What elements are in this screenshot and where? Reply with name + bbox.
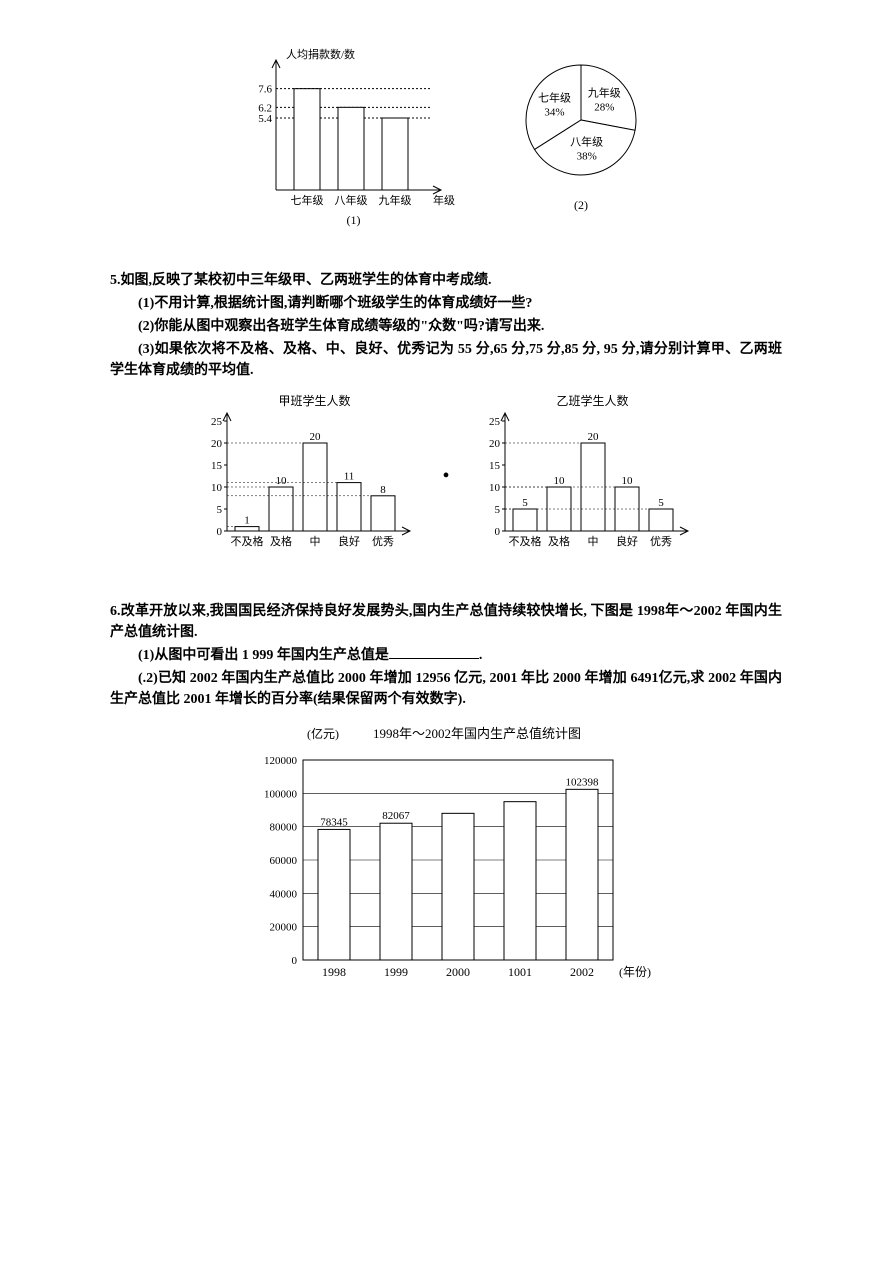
svg-text:20: 20 [211,438,223,450]
svg-text:25: 25 [489,416,501,428]
q5-p2: (2)你能从图中观察出各班学生体育成绩等级的"众数"吗?请写出来. [110,316,782,337]
svg-text:10: 10 [621,475,633,487]
q5-p3: (3)如果依次将不及格、及格、中、良好、优秀记为 55 分,65 分,75 分,… [110,339,782,381]
svg-text:及格: 及格 [270,534,292,548]
donation-figure-row: 5.46.27.6七年级八年级九年级人均捐款数/数年级(1) 七年级34%九年级… [110,40,782,240]
svg-text:102398: 102398 [566,776,600,788]
svg-text:1998: 1998 [322,965,346,979]
svg-text:(年份): (年份) [619,965,651,979]
q6-p2: (.2)已知 2002 年国内生产总值比 2000 年增加 12956 亿元, … [110,668,782,710]
q6-blank [389,645,479,659]
svg-text:80000: 80000 [270,822,298,834]
svg-text:1998年～2002年国内生产总值统计图: 1998年～2002年国内生产总值统计图 [373,726,581,741]
svg-text:八年级: 八年级 [335,193,368,207]
svg-text:九年级: 九年级 [588,86,621,100]
svg-text:乙班学生人数: 乙班学生人数 [556,393,628,408]
svg-text:20000: 20000 [270,922,298,934]
svg-text:8: 8 [381,484,387,496]
svg-text:20: 20 [489,438,501,450]
svg-text:不及格: 不及格 [508,534,541,548]
svg-text:5: 5 [217,504,223,516]
svg-text:5: 5 [658,497,664,509]
svg-text:25: 25 [211,416,223,428]
svg-text:2002: 2002 [570,965,594,979]
class-jia-chart: 甲班学生人数 0 5 10 15 20 25 1 不及格 10 及格 20 中 11 良好 8 优秀 [192,391,422,561]
class-yi-chart: 乙班学生人数 0 5 10 15 20 25 5 不及格 10 及格 20 中 10 良好 5 优秀 [470,391,700,561]
svg-text:2000: 2000 [446,965,470,979]
svg-text:1: 1 [245,515,251,527]
svg-text:60000: 60000 [270,855,298,867]
svg-text:良好: 良好 [616,534,638,548]
svg-text:优秀: 优秀 [372,535,394,548]
svg-text:120000: 120000 [264,755,298,767]
svg-text:优秀: 优秀 [650,535,672,548]
svg-text:7.6: 7.6 [258,84,272,96]
svg-text:(1): (1) [347,213,361,227]
q5-head: 5.如图,反映了某校初中三年级甲、乙两班学生的体育中考成绩. [110,270,782,291]
svg-text:(2): (2) [574,198,588,212]
svg-text:5: 5 [522,497,528,509]
svg-text:15: 15 [211,460,223,472]
svg-text:10: 10 [211,482,223,494]
question-6: 6.改革开放以来,我国国民经济保持良好发展势头,国内生产总值持续较快增长, 下图… [110,601,782,710]
svg-text:良好: 良好 [338,534,360,548]
svg-text:6.2: 6.2 [258,102,272,114]
svg-text:中: 中 [310,535,321,548]
class-charts-row: 甲班学生人数 0 5 10 15 20 25 1 不及格 10 及格 20 中 11 良好 8 优秀 • 乙班学… [110,391,782,561]
svg-text:10: 10 [276,475,288,487]
svg-text:11: 11 [344,471,355,483]
svg-text:人均捐款数/数: 人均捐款数/数 [286,47,355,61]
svg-text:10: 10 [489,482,501,494]
svg-text:38%: 38% [577,151,597,163]
svg-text:78345: 78345 [320,816,348,828]
svg-text:1999: 1999 [384,965,408,979]
q6-p1-b: . [479,648,483,663]
svg-text:20: 20 [310,431,322,443]
svg-text:1001: 1001 [508,965,532,979]
svg-text:28%: 28% [594,102,614,114]
q6-p1: (1)从图中可看出 1 999 年国内生产总值是. [110,645,782,666]
q6-p1-a: (1)从图中可看出 1 999 年国内生产总值是 [138,648,389,663]
svg-text:(亿元): (亿元) [307,726,339,741]
svg-text:82067: 82067 [382,810,410,822]
svg-text:0: 0 [217,526,223,538]
svg-text:34%: 34% [544,106,564,118]
svg-text:九年级: 九年级 [379,193,412,207]
svg-text:中: 中 [587,535,598,548]
question-5: 5.如图,反映了某校初中三年级甲、乙两班学生的体育中考成绩. (1)不用计算,根… [110,270,782,381]
svg-text:20: 20 [587,431,599,443]
svg-text:年级: 年级 [433,193,455,207]
svg-text:5: 5 [494,504,500,516]
svg-text:40000: 40000 [270,888,298,900]
center-bullet: • [442,461,449,491]
svg-text:八年级: 八年级 [570,135,603,149]
svg-text:5.4: 5.4 [258,113,272,125]
svg-text:10: 10 [553,475,565,487]
q5-p1: (1)不用计算,根据统计图,请判断哪个班级学生的体育成绩好一些? [110,293,782,314]
svg-text:0: 0 [292,955,298,967]
svg-text:甲班学生人数: 甲班学生人数 [279,393,351,408]
donation-bar-chart: 5.46.2 7.6 七年级八年级九年级 人均捐款数/数年级 (1) [226,40,456,240]
svg-text:100000: 100000 [264,788,298,800]
svg-text:0: 0 [494,526,500,538]
q6-head: 6.改革开放以来,我国国民经济保持良好发展势头,国内生产总值持续较快增长, 下图… [110,601,782,643]
svg-text:不及格: 不及格 [231,534,264,548]
svg-text:15: 15 [489,460,501,472]
svg-text:七年级: 七年级 [291,193,324,207]
donation-pie-chart: 七年级 34% 九年级 28% 八年级 38% (2) [496,40,666,240]
gdp-chart-wrap: (亿元) 1998年～2002年国内生产总值统计图 0 20000 40000 60000… [110,720,782,1000]
gdp-chart: (亿元) 1998年～2002年国内生产总值统计图 0 20000 40000 60000… [231,720,661,1000]
svg-text:七年级: 七年级 [538,90,571,104]
svg-text:及格: 及格 [548,534,570,548]
